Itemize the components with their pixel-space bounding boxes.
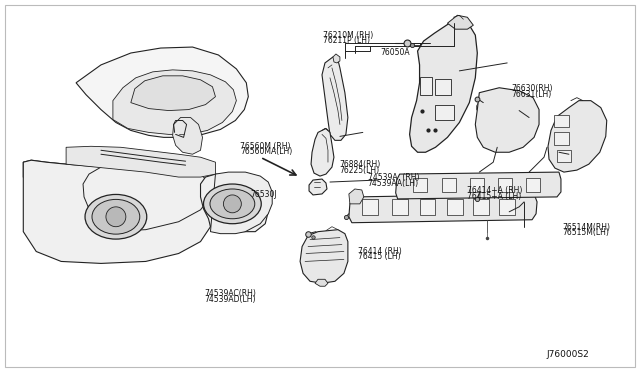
Polygon shape: [413, 178, 426, 192]
Polygon shape: [392, 199, 408, 215]
Text: 76630(RH): 76630(RH): [511, 84, 553, 93]
Polygon shape: [476, 88, 539, 152]
Text: 76560M (RH): 76560M (RH): [241, 142, 291, 151]
Text: J76000S2: J76000S2: [546, 350, 589, 359]
Text: 76225(LH): 76225(LH): [339, 166, 380, 175]
Polygon shape: [333, 54, 340, 63]
Polygon shape: [420, 199, 435, 215]
Polygon shape: [447, 15, 474, 29]
Polygon shape: [113, 70, 236, 134]
Polygon shape: [396, 172, 561, 199]
Polygon shape: [309, 179, 327, 195]
Polygon shape: [66, 146, 216, 177]
Polygon shape: [498, 178, 512, 192]
Polygon shape: [554, 115, 569, 128]
Polygon shape: [173, 118, 202, 154]
Ellipse shape: [92, 199, 140, 234]
Circle shape: [106, 207, 126, 227]
Text: 76415+A (LH): 76415+A (LH): [467, 192, 521, 201]
Text: 76530J: 76530J: [250, 190, 276, 199]
Polygon shape: [211, 172, 272, 234]
Polygon shape: [362, 199, 378, 215]
Ellipse shape: [210, 189, 255, 219]
Text: 76560MA(LH): 76560MA(LH): [241, 147, 292, 156]
Polygon shape: [420, 77, 431, 95]
Ellipse shape: [316, 267, 328, 275]
Polygon shape: [474, 199, 489, 215]
Ellipse shape: [316, 257, 328, 265]
Polygon shape: [526, 178, 540, 192]
Text: 76414+A (RH): 76414+A (RH): [467, 186, 522, 195]
Text: 74539A  (RH): 74539A (RH): [368, 173, 419, 182]
Text: 74539AA(LH): 74539AA(LH): [368, 179, 419, 187]
Polygon shape: [554, 132, 569, 145]
Text: 76414 (RH): 76414 (RH): [358, 247, 402, 256]
Polygon shape: [23, 160, 179, 232]
Text: 76631(LH): 76631(LH): [511, 90, 552, 99]
Text: 76514M(RH): 76514M(RH): [562, 223, 610, 232]
Text: 74539AC(RH): 74539AC(RH): [204, 289, 256, 298]
Polygon shape: [349, 189, 364, 204]
Ellipse shape: [204, 184, 261, 224]
Polygon shape: [315, 279, 328, 286]
Polygon shape: [470, 178, 484, 192]
Text: 74539AD(LH): 74539AD(LH): [204, 295, 255, 304]
Polygon shape: [322, 57, 348, 140]
Polygon shape: [300, 230, 348, 283]
Polygon shape: [410, 21, 477, 152]
Polygon shape: [435, 105, 454, 121]
Polygon shape: [76, 47, 248, 137]
Polygon shape: [349, 194, 537, 223]
Ellipse shape: [476, 101, 494, 115]
Text: 76515M(LH): 76515M(LH): [562, 228, 609, 237]
Text: 76210M (RH): 76210M (RH): [323, 31, 373, 40]
Ellipse shape: [85, 195, 147, 239]
Polygon shape: [200, 174, 268, 232]
Text: 76884(RH): 76884(RH): [339, 160, 380, 169]
Ellipse shape: [499, 134, 515, 146]
Text: 76211P (LH): 76211P (LH): [323, 36, 370, 45]
Ellipse shape: [500, 103, 518, 116]
Polygon shape: [131, 76, 216, 110]
Text: 76415 (LH): 76415 (LH): [358, 253, 401, 262]
Polygon shape: [548, 101, 607, 172]
Polygon shape: [442, 178, 456, 192]
Polygon shape: [23, 160, 211, 263]
Polygon shape: [435, 79, 451, 95]
Polygon shape: [447, 199, 463, 215]
Circle shape: [223, 195, 241, 213]
Polygon shape: [311, 128, 334, 176]
Polygon shape: [557, 150, 571, 162]
Polygon shape: [83, 160, 211, 232]
Text: 76050A: 76050A: [380, 48, 410, 57]
Polygon shape: [499, 199, 515, 215]
